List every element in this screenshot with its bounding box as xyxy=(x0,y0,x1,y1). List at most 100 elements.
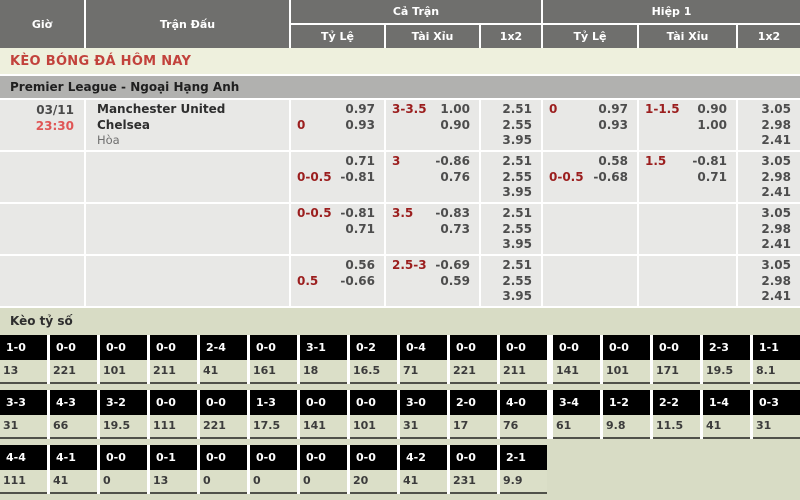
ft-handicap-odds-1[interactable]: -0.81 xyxy=(340,206,375,220)
fh-handicap-odds-1[interactable]: 0.97 xyxy=(598,102,628,116)
score-bet-cell[interactable]: 0-0 101 xyxy=(100,335,147,384)
score-bet-cell[interactable]: 0-0 0 xyxy=(100,445,147,494)
ft-overunder-odds-1[interactable]: -0.86 xyxy=(435,154,470,168)
score-bet-cell[interactable]: 1-2 9.8 xyxy=(603,390,650,439)
score-bet-cell[interactable]: 2-1 9.9 xyxy=(500,445,547,494)
fh-1x2-away-odds[interactable]: 2.41 xyxy=(761,289,791,303)
ft-overunder-cell[interactable]: 2.5-3 -0.69 0.59 xyxy=(386,256,479,306)
score-bet-cell[interactable]: 4-0 76 xyxy=(500,390,547,439)
ft-1x2-cell[interactable]: 2.51 2.55 3.95 xyxy=(481,100,541,150)
score-bet-cell[interactable]: 0-4 71 xyxy=(400,335,447,384)
ft-1x2-home-odds[interactable]: 2.51 xyxy=(502,102,532,116)
fh-overunder-cell[interactable] xyxy=(639,256,736,306)
fh-handicap-cell[interactable] xyxy=(543,204,637,254)
ft-overunder-cell[interactable]: 3 -0.86 0.76 xyxy=(386,152,479,202)
fh-1x2-draw-odds[interactable]: 2.98 xyxy=(761,221,791,236)
ft-1x2-draw-odds[interactable]: 2.55 xyxy=(502,221,532,236)
score-bet-cell[interactable]: 3-0 31 xyxy=(400,390,447,439)
ft-1x2-draw-odds[interactable]: 2.55 xyxy=(502,117,532,132)
score-bet-cell[interactable]: 3-4 61 xyxy=(553,390,600,439)
ft-1x2-away-odds[interactable]: 3.95 xyxy=(502,237,532,251)
ft-handicap-odds-1[interactable]: 0.56 xyxy=(345,258,375,272)
ft-1x2-draw-odds[interactable]: 2.55 xyxy=(502,273,532,288)
ft-handicap-cell[interactable]: 0.97 0 0.93 xyxy=(291,100,384,150)
score-bet-cell[interactable]: 2-3 19.5 xyxy=(703,335,750,384)
score-bet-cell[interactable]: 4-3 66 xyxy=(50,390,97,439)
score-bet-cell[interactable]: 1-3 17.5 xyxy=(250,390,297,439)
fh-handicap-odds-2[interactable]: -0.68 xyxy=(593,169,628,184)
score-bet-cell[interactable]: 0-0 161 xyxy=(250,335,297,384)
ft-overunder-odds-2[interactable]: 0.73 xyxy=(440,221,470,236)
score-bet-cell[interactable]: 0-0 221 xyxy=(450,335,497,384)
ft-handicap-cell[interactable]: 0.71 0-0.5 -0.81 xyxy=(291,152,384,202)
ft-1x2-home-odds[interactable]: 2.51 xyxy=(502,154,532,168)
score-bet-cell[interactable]: 4-2 41 xyxy=(400,445,447,494)
ft-handicap-odds-2[interactable]: 0.93 xyxy=(345,117,375,132)
ft-1x2-away-odds[interactable]: 3.95 xyxy=(502,289,532,303)
score-bet-cell[interactable]: 0-0 0 xyxy=(300,445,347,494)
ft-overunder-odds-2[interactable]: 0.90 xyxy=(440,117,470,132)
score-bet-cell[interactable]: 1-0 13 xyxy=(0,335,47,384)
ft-overunder-odds-1[interactable]: -0.83 xyxy=(435,206,470,220)
score-bet-cell[interactable]: 4-4 111 xyxy=(0,445,47,494)
score-bet-cell[interactable]: 0-0 141 xyxy=(300,390,347,439)
score-bet-cell[interactable]: 1-1 8.1 xyxy=(753,335,800,384)
score-bet-cell[interactable]: 0-0 0 xyxy=(200,445,247,494)
score-bet-cell[interactable]: 3-3 31 xyxy=(0,390,47,439)
fh-overunder-odds-2[interactable]: 1.00 xyxy=(697,117,727,132)
ft-overunder-odds-2[interactable]: 0.59 xyxy=(440,273,470,288)
league-header[interactable]: Premier League - Ngoại Hạng Anh xyxy=(0,76,800,98)
fh-1x2-draw-odds[interactable]: 2.98 xyxy=(761,117,791,132)
score-bet-cell[interactable]: 0-0 101 xyxy=(603,335,650,384)
fh-1x2-home-odds[interactable]: 3.05 xyxy=(761,206,791,220)
fh-handicap-odds-1[interactable]: 0.58 xyxy=(598,154,628,168)
fh-1x2-draw-odds[interactable]: 2.98 xyxy=(761,273,791,288)
ft-1x2-draw-odds[interactable]: 2.55 xyxy=(502,169,532,184)
ft-handicap-odds-2[interactable]: -0.66 xyxy=(340,273,375,288)
ft-1x2-away-odds[interactable]: 3.95 xyxy=(502,133,532,147)
ft-overunder-odds-1[interactable]: 1.00 xyxy=(440,102,470,116)
ft-1x2-home-odds[interactable]: 2.51 xyxy=(502,258,532,272)
home-team-name[interactable]: Manchester United xyxy=(97,102,226,116)
score-bet-cell[interactable]: 0-0 211 xyxy=(150,335,197,384)
score-bet-cell[interactable]: 1-4 41 xyxy=(703,390,750,439)
fh-1x2-away-odds[interactable]: 2.41 xyxy=(761,237,791,251)
fh-1x2-home-odds[interactable]: 3.05 xyxy=(761,154,791,168)
score-bet-cell[interactable]: 0-1 13 xyxy=(150,445,197,494)
ft-1x2-away-odds[interactable]: 3.95 xyxy=(502,185,532,199)
ft-1x2-home-odds[interactable]: 2.51 xyxy=(502,206,532,220)
ft-handicap-cell[interactable]: 0-0.5 -0.81 0.71 xyxy=(291,204,384,254)
fh-overunder-cell[interactable]: 1-1.5 0.90 1.00 xyxy=(639,100,736,150)
ft-1x2-cell[interactable]: 2.51 2.55 3.95 xyxy=(481,256,541,306)
score-bet-cell[interactable]: 0-0 231 xyxy=(450,445,497,494)
ft-1x2-cell[interactable]: 2.51 2.55 3.95 xyxy=(481,204,541,254)
score-bet-cell[interactable]: 0-0 111 xyxy=(150,390,197,439)
score-bet-cell[interactable]: 0-0 101 xyxy=(350,390,397,439)
score-bet-cell[interactable]: 3-2 19.5 xyxy=(100,390,147,439)
away-team-name[interactable]: Chelsea xyxy=(97,117,150,132)
fh-1x2-draw-odds[interactable]: 2.98 xyxy=(761,169,791,184)
fh-1x2-cell[interactable]: 3.05 2.98 2.41 xyxy=(738,256,800,306)
score-bet-cell[interactable]: 0-0 221 xyxy=(50,335,97,384)
ft-overunder-odds-1[interactable]: -0.69 xyxy=(435,258,470,272)
ft-overunder-odds-2[interactable]: 0.76 xyxy=(440,169,470,184)
fh-1x2-cell[interactable]: 3.05 2.98 2.41 xyxy=(738,152,800,202)
score-bet-cell[interactable]: 3-1 18 xyxy=(300,335,347,384)
score-bet-cell[interactable]: 0-0 0 xyxy=(250,445,297,494)
ft-handicap-cell[interactable]: 0.56 0.5 -0.66 xyxy=(291,256,384,306)
fh-overunder-odds-2[interactable]: 0.71 xyxy=(697,169,727,184)
score-bet-cell[interactable]: 0-0 171 xyxy=(653,335,700,384)
fh-overunder-odds-1[interactable]: 0.90 xyxy=(697,102,727,116)
fh-handicap-cell[interactable]: 0 0.97 0.93 xyxy=(543,100,637,150)
fh-overunder-odds-1[interactable]: -0.81 xyxy=(692,154,727,168)
score-bet-cell[interactable]: 0-0 20 xyxy=(350,445,397,494)
ft-overunder-cell[interactable]: 3.5 -0.83 0.73 xyxy=(386,204,479,254)
score-bet-cell[interactable]: 2-0 17 xyxy=(450,390,497,439)
ft-handicap-odds-1[interactable]: 0.97 xyxy=(345,102,375,116)
fh-1x2-cell[interactable]: 3.05 2.98 2.41 xyxy=(738,204,800,254)
score-bet-cell[interactable]: 2-4 41 xyxy=(200,335,247,384)
fh-1x2-away-odds[interactable]: 2.41 xyxy=(761,185,791,199)
fh-1x2-home-odds[interactable]: 3.05 xyxy=(761,258,791,272)
ft-1x2-cell[interactable]: 2.51 2.55 3.95 xyxy=(481,152,541,202)
score-bet-cell[interactable]: 4-1 41 xyxy=(50,445,97,494)
